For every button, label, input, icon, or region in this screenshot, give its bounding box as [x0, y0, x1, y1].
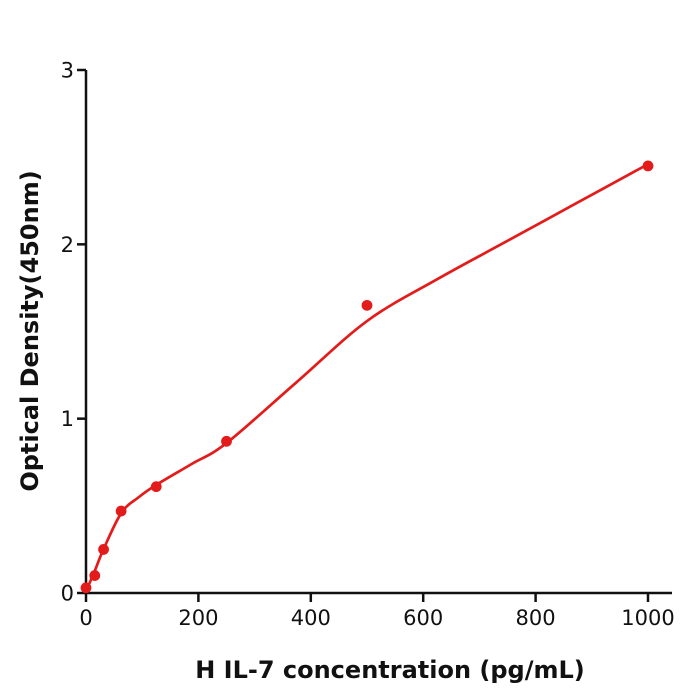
data-point: [361, 299, 373, 311]
x-tick-label: 800: [516, 606, 556, 630]
y-tick-label: 0: [61, 582, 74, 606]
data-point: [89, 570, 101, 581]
data-point: [221, 435, 232, 447]
x-tick-label: 400: [291, 606, 331, 630]
y-axis-title: Optical Density(450nm): [16, 170, 44, 491]
data-point: [642, 160, 654, 172]
y-tick-label: 1: [61, 407, 74, 431]
x-axis-title: H IL-7 concentration (pg/mL): [195, 656, 585, 684]
data-point: [150, 481, 162, 493]
data-point: [98, 544, 109, 555]
x-tick-label: 200: [178, 606, 218, 630]
data-point: [115, 505, 127, 517]
fit-curve: [84, 162, 650, 593]
x-tick-label: 1000: [621, 606, 674, 630]
y-tick-label: 2: [61, 233, 74, 257]
x-tick-label: 600: [403, 606, 443, 630]
x-tick-label: 0: [79, 606, 92, 630]
data-point: [80, 582, 92, 594]
y-tick-label: 3: [61, 59, 74, 83]
